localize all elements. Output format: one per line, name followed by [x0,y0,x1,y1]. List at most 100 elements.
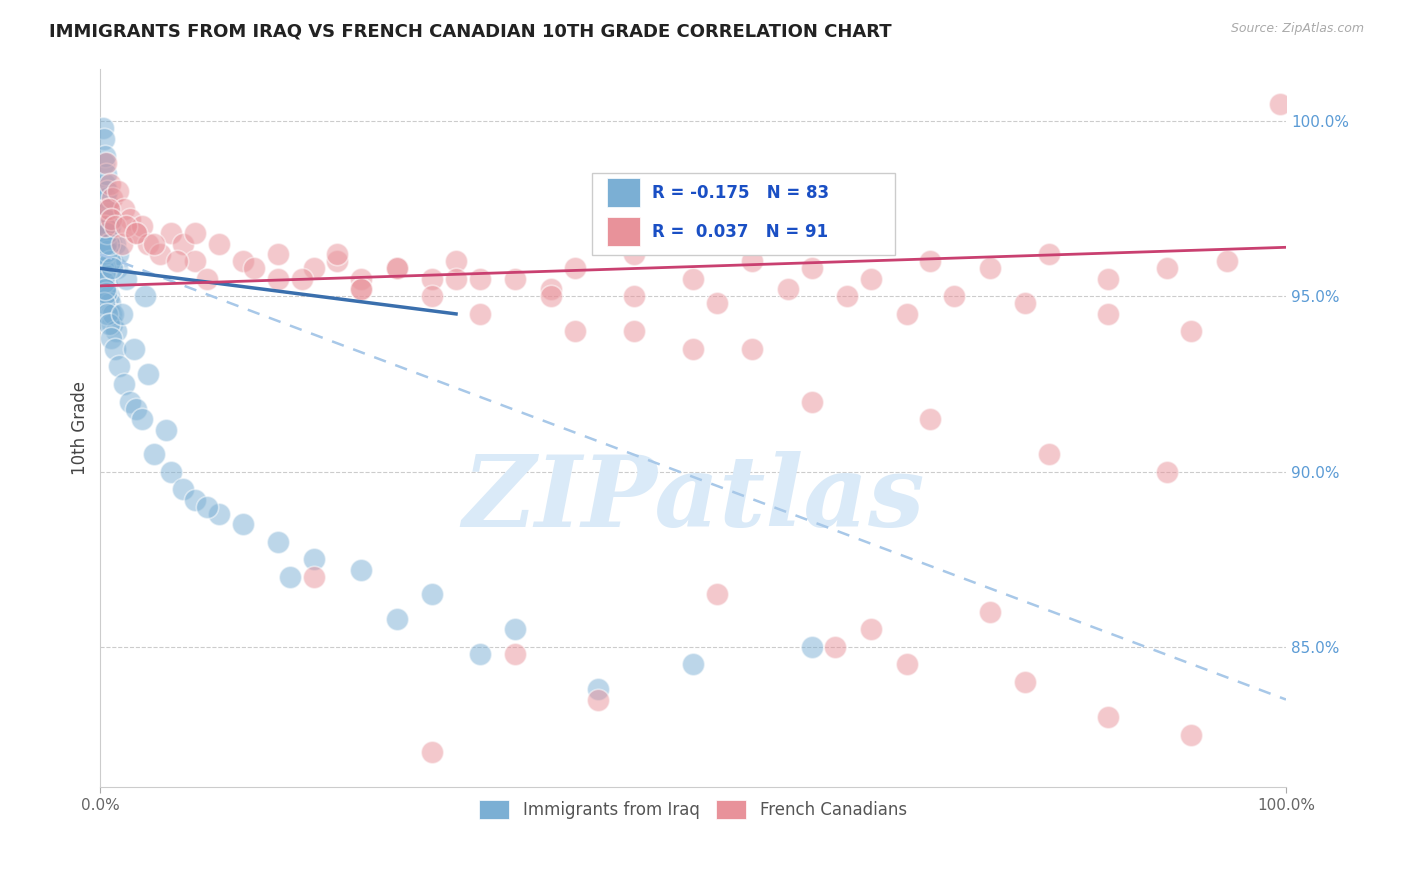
Point [385,261,408,276]
Point [540,282,562,296]
Point [1038,447,1060,461]
Point [111,236,134,251]
Point [103,342,125,356]
Point [96,244,118,258]
Text: R = -0.175   N = 83: R = -0.175 N = 83 [651,184,828,202]
Point [468,647,491,661]
Point [420,587,443,601]
Point [564,325,586,339]
Point [101,191,124,205]
Point [385,261,408,276]
Point [149,247,172,261]
Point [96,285,118,300]
Point [588,692,610,706]
Point [96,156,118,170]
Point [267,247,290,261]
Point [184,254,207,268]
Text: IMMIGRANTS FROM IRAQ VS FRENCH CANADIAN 10TH GRADE CORRELATION CHART: IMMIGRANTS FROM IRAQ VS FRENCH CANADIAN … [49,22,891,40]
Point [623,325,645,339]
Point [623,289,645,303]
Point [107,184,129,198]
Point [122,342,145,356]
Point [278,570,301,584]
Point [115,219,138,234]
Point [741,342,763,356]
Point [100,212,122,227]
Point [93,219,115,234]
Point [104,325,127,339]
Text: R =  0.037   N = 91: R = 0.037 N = 91 [651,223,828,241]
Point [97,227,120,241]
Point [111,307,134,321]
Point [540,289,562,303]
Point [302,552,325,566]
Point [420,745,443,759]
Point [125,227,148,241]
Point [160,227,183,241]
Point [91,121,114,136]
Point [155,423,177,437]
Point [94,268,117,283]
Point [920,254,942,268]
Point [444,272,467,286]
Point [350,563,373,577]
Point [326,254,349,268]
Point [741,254,763,268]
Point [326,247,349,261]
Point [142,236,165,251]
Point [564,261,586,276]
Point [101,318,124,332]
Point [505,623,527,637]
Point [93,254,115,268]
Point [101,254,124,268]
Point [800,261,823,276]
Bar [606,218,640,246]
Point [93,131,115,145]
Point [896,307,918,321]
Point [172,236,194,251]
Point [172,482,194,496]
Point [96,184,118,198]
Point [385,612,408,626]
Point [979,605,1001,619]
Point [208,236,231,251]
Point [103,219,125,234]
Point [94,236,117,251]
Point [107,247,129,261]
Point [1156,261,1178,276]
Point [232,517,254,532]
Point [136,236,159,251]
Point [1097,710,1119,724]
Point [93,296,115,310]
Point [136,367,159,381]
Point [444,254,467,268]
Point [1097,272,1119,286]
Point [118,212,141,227]
Point [97,318,120,332]
Point [93,156,115,170]
Y-axis label: 10th Grade: 10th Grade [72,381,89,475]
Point [267,272,290,286]
Point [94,261,117,276]
Point [859,623,882,637]
Point [125,227,148,241]
Point [184,227,207,241]
Point [96,227,118,241]
Point [94,282,117,296]
Point [96,307,118,321]
Point [166,254,188,268]
Bar [606,178,640,207]
Point [103,236,125,251]
Point [350,272,373,286]
Point [195,500,218,514]
Point [1180,728,1202,742]
Point [208,507,231,521]
Point [97,202,120,216]
Point [588,681,610,696]
Point [96,212,118,227]
Point [105,261,128,276]
Point [505,647,527,661]
Point [824,640,846,654]
Point [96,289,118,303]
Point [920,412,942,426]
